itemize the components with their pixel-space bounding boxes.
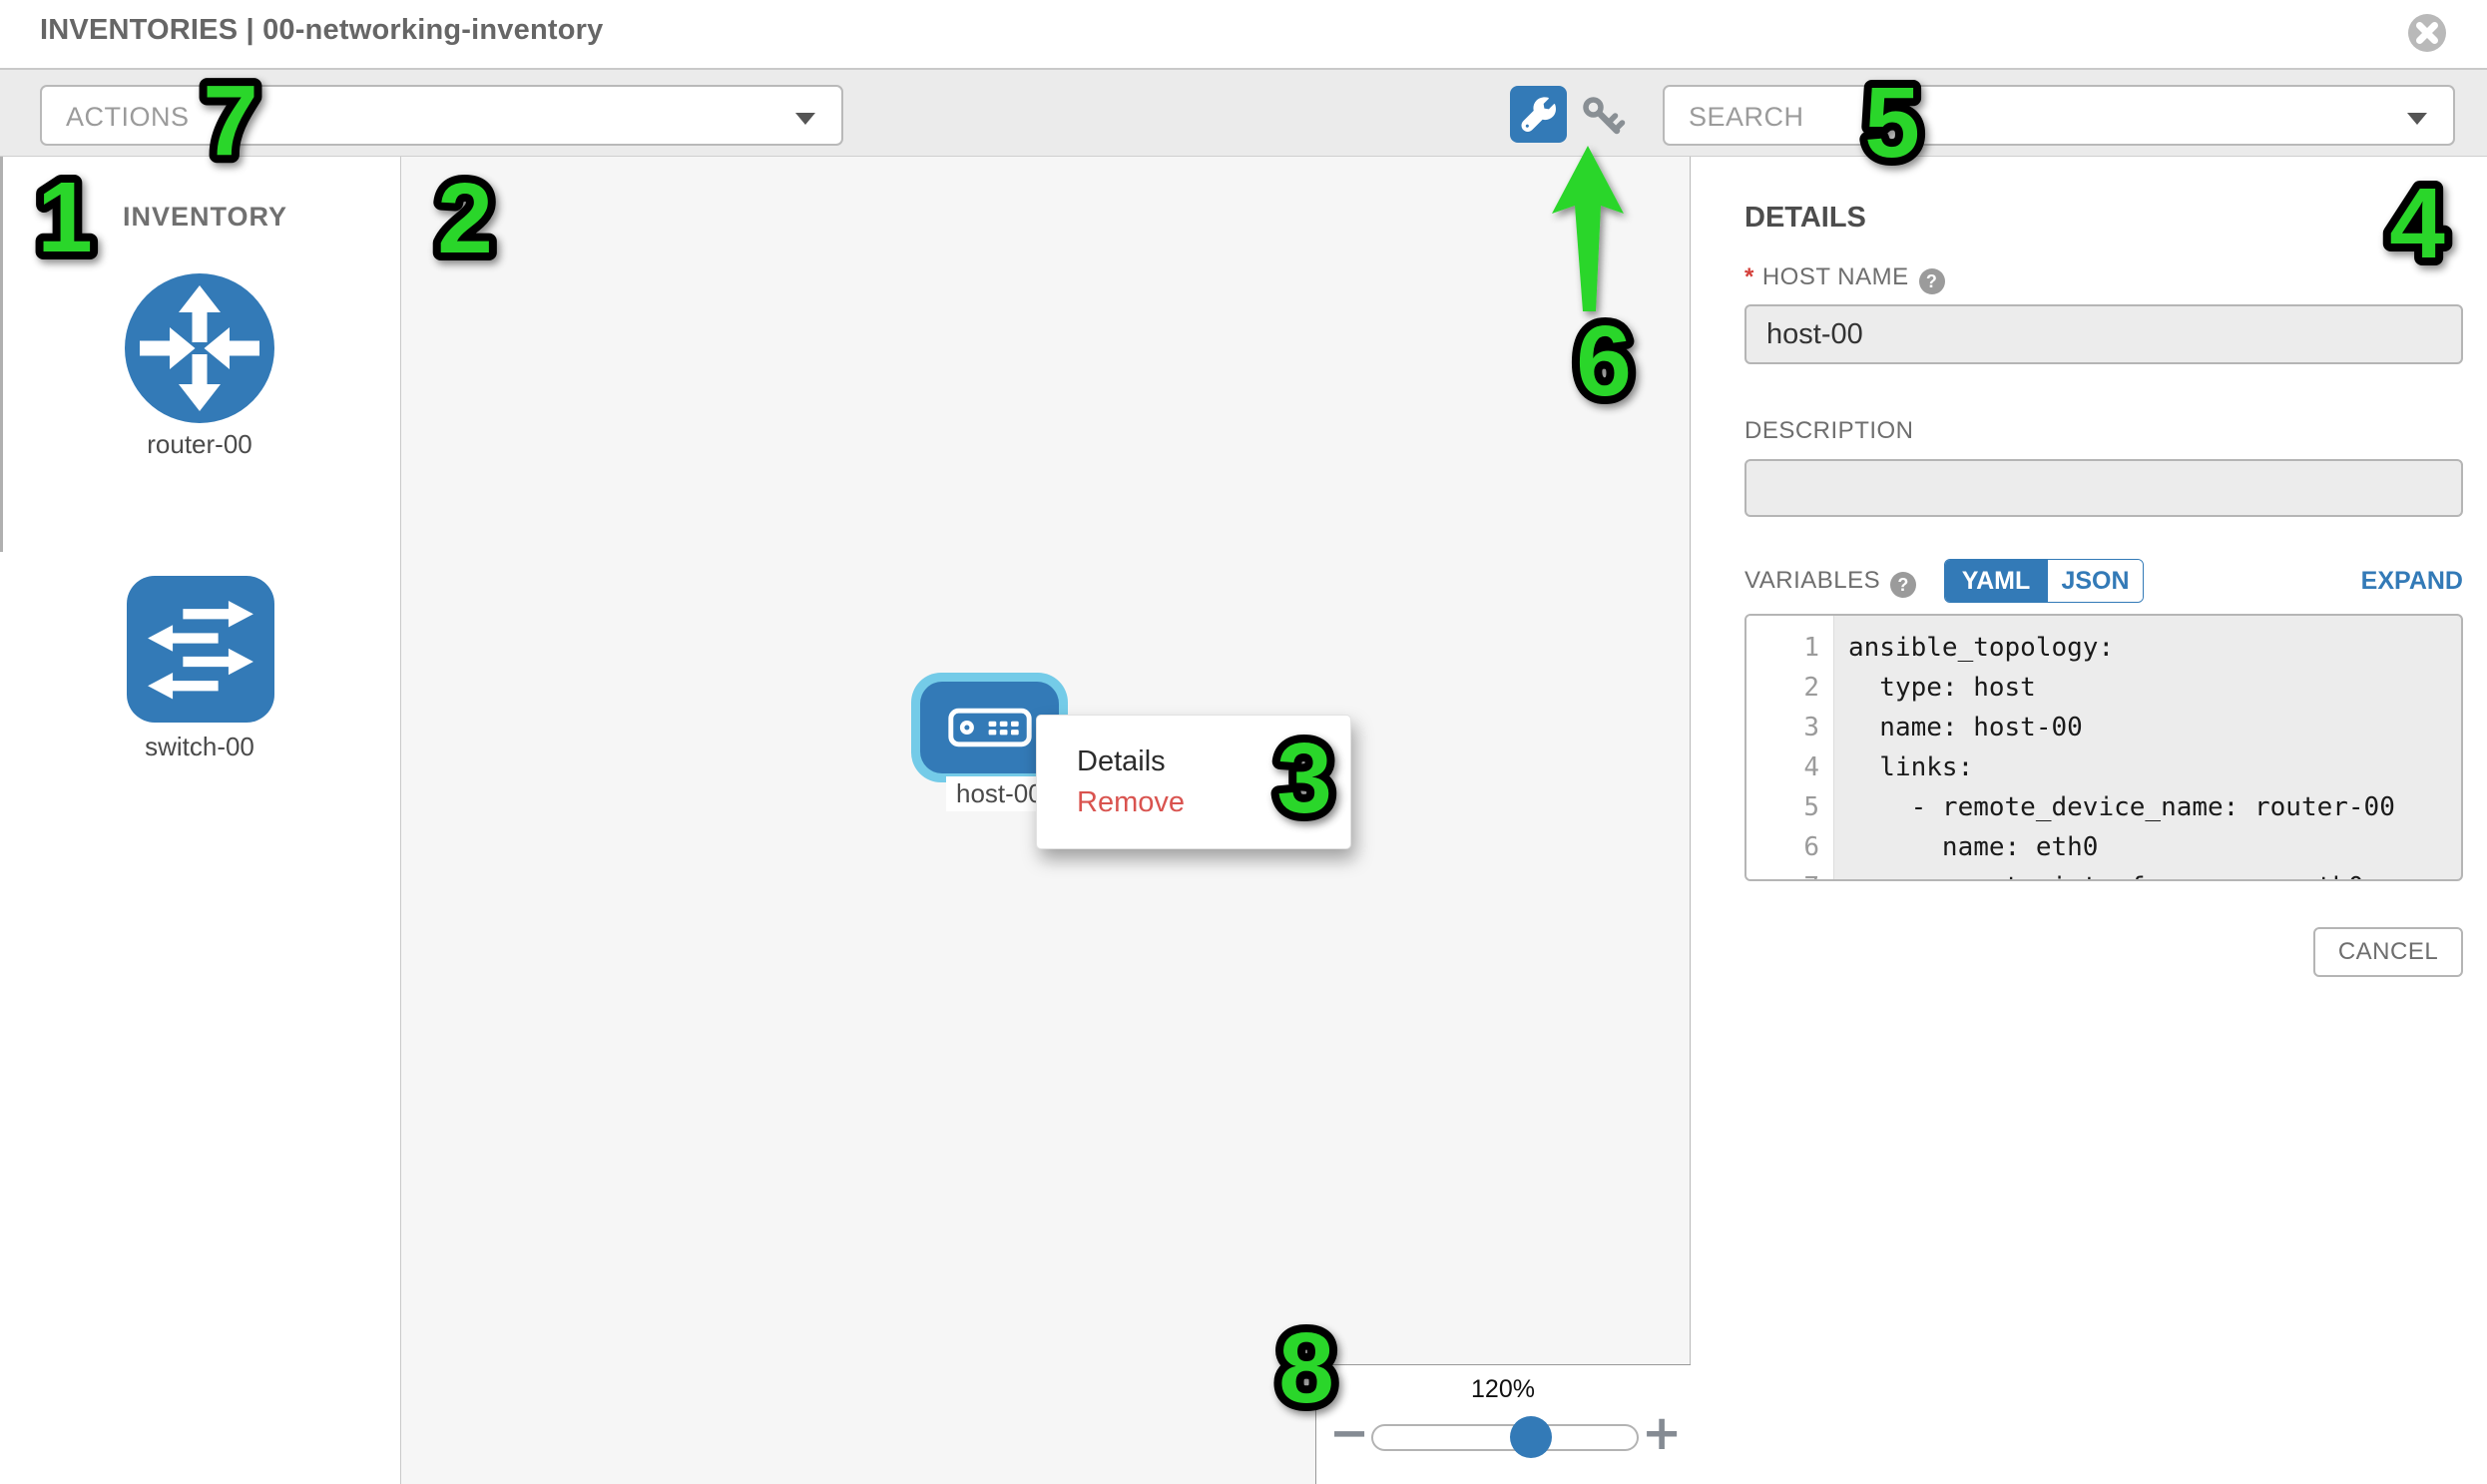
expand-link[interactable]: EXPAND — [2360, 567, 2463, 595]
line-number: 2 — [1803, 673, 1819, 703]
code-line: type: host — [1848, 673, 2036, 703]
variables-code-editor[interactable]: 1 2 3 4 5 6 7 ansible_topology: type: ho… — [1744, 614, 2463, 881]
actions-dropdown[interactable]: ACTIONS — [40, 85, 843, 146]
host-name-label-row: * HOST NAME? — [1744, 263, 1945, 294]
toolbox-item-router[interactable] — [125, 273, 274, 423]
zoom-out-button[interactable]: − — [1329, 1405, 1370, 1461]
node-context-menu: Details Remove — [1036, 715, 1351, 849]
toolbox-item-label: router-00 — [147, 429, 252, 459]
toggle-yaml-button[interactable]: YAML — [1945, 560, 2047, 602]
page-title: INVENTORIES | 00-networking-inventory — [40, 14, 604, 46]
actions-dropdown-label: ACTIONS — [66, 102, 190, 132]
toggle-json-button[interactable]: JSON — [2047, 560, 2143, 602]
wrench-icon — [1521, 97, 1556, 133]
line-number: 3 — [1803, 713, 1819, 742]
key-icon — [1583, 97, 1626, 135]
line-number: 6 — [1803, 832, 1819, 862]
code-line: - remote_device_name: router-00 — [1848, 792, 2395, 822]
search-dropdown[interactable]: SEARCH — [1663, 85, 2455, 146]
zoom-in-button[interactable]: + — [1642, 1405, 1683, 1461]
switch-icon — [148, 600, 253, 700]
host-node-body — [920, 682, 1059, 773]
line-number: 5 — [1803, 792, 1819, 822]
toolbox-item-label: switch-00 — [145, 732, 254, 761]
description-input[interactable] — [1744, 459, 2463, 517]
key-button[interactable] — [1580, 94, 1626, 140]
chevron-down-icon — [795, 113, 815, 125]
host-icon — [947, 708, 1032, 747]
variables-format-toggle: YAML JSON — [1944, 559, 2144, 603]
description-label: DESCRIPTION — [1744, 417, 1914, 444]
zoom-slider-track[interactable] — [1371, 1424, 1639, 1451]
line-number: 4 — [1803, 752, 1819, 782]
code-line: remote_interface_name: eth0 — [1848, 867, 2461, 879]
line-number: 7 — [1746, 867, 1833, 879]
line-number: 1 — [1803, 633, 1819, 663]
toolbar: ACTIONS SEARCH — [0, 70, 2487, 157]
code-line: name: eth0 — [1848, 832, 2099, 862]
context-menu-item-remove[interactable]: Remove — [1077, 785, 1185, 818]
zoom-level-value: 120% — [1471, 1375, 1535, 1403]
inventory-toolbox-title: INVENTORY — [123, 202, 288, 232]
editor-line-number-gutter: 1 2 3 4 5 6 7 — [1746, 616, 1834, 879]
host-node-label: host-00 — [946, 776, 1053, 811]
variables-label-row: VARIABLES? — [1744, 567, 1917, 598]
toolbox-item-switch[interactable] — [127, 576, 274, 723]
toolbox-scrollbar[interactable] — [0, 157, 3, 552]
code-line: name: host-00 — [1848, 713, 2083, 742]
help-icon[interactable]: ? — [1890, 572, 1917, 598]
details-panel-title: DETAILS — [1744, 202, 1866, 234]
host-name-input[interactable] — [1744, 304, 2463, 364]
context-menu-item-details[interactable]: Details — [1077, 744, 1166, 777]
code-line: ansible_topology: — [1848, 633, 2115, 663]
search-dropdown-label: SEARCH — [1689, 102, 1804, 132]
cancel-button[interactable]: CANCEL — [2313, 927, 2463, 977]
tools-button[interactable] — [1510, 86, 1567, 143]
code-line: links: — [1848, 752, 1974, 782]
router-icon — [140, 285, 259, 411]
host-name-label: HOST NAME — [1761, 263, 1909, 290]
editor-code-area[interactable]: ansible_topology: type: host name: host-… — [1834, 616, 2461, 879]
zoom-slider-thumb[interactable] — [1510, 1416, 1552, 1458]
close-icon — [2408, 14, 2446, 52]
help-icon[interactable]: ? — [1918, 268, 1945, 294]
variables-label: VARIABLES — [1744, 567, 1881, 594]
chevron-down-icon — [2407, 113, 2427, 125]
header-bar: INVENTORIES | 00-networking-inventory — [0, 0, 2487, 70]
close-button[interactable] — [2407, 13, 2447, 53]
required-asterisk: * — [1744, 263, 1754, 290]
